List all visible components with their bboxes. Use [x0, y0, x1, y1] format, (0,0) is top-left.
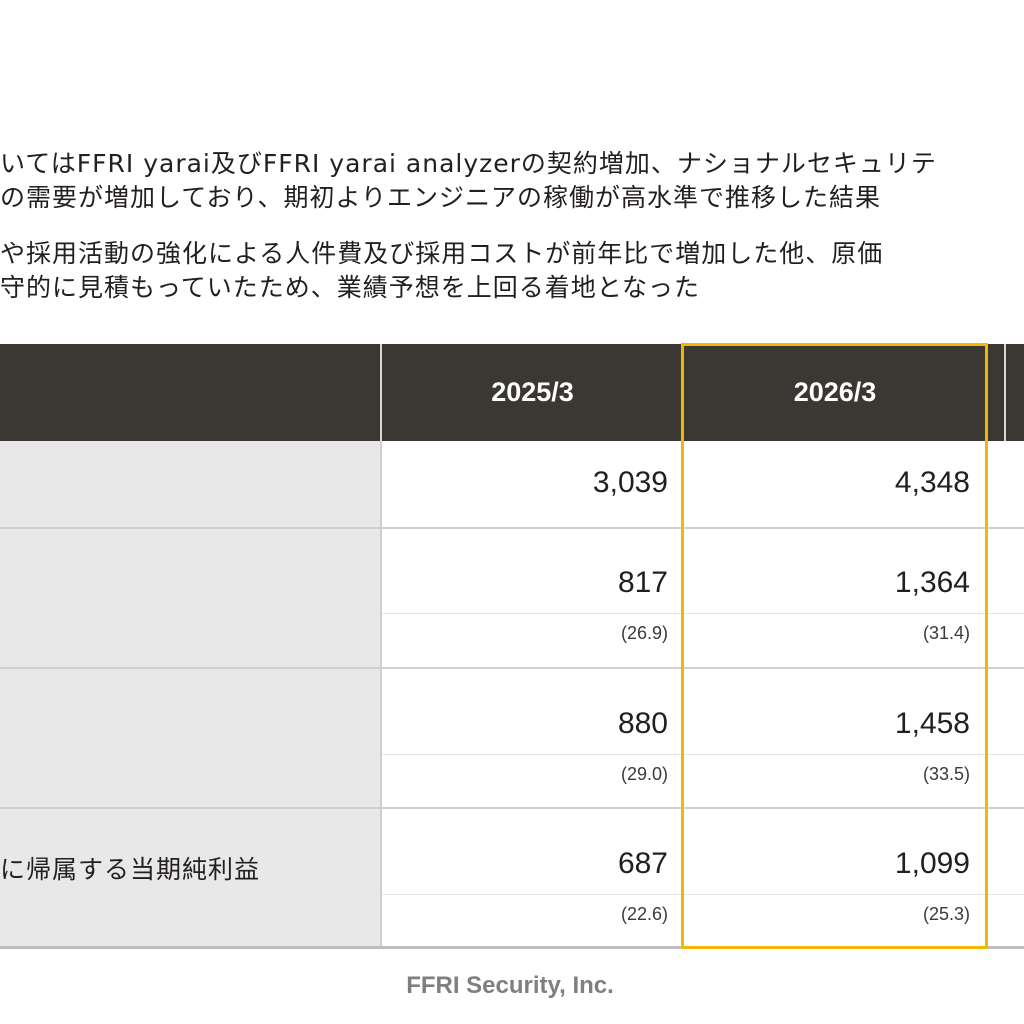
cell-2026-row-1: 4,348 — [894, 466, 970, 499]
ratio-2025-row-2: (26.9) — [620, 623, 668, 643]
column-header-2026: 2026/3 — [793, 377, 877, 407]
table-header-row: 2025/3 2026/3 — [0, 344, 1024, 441]
row-divider — [0, 667, 1024, 669]
row-subdivider — [382, 613, 1024, 614]
column-header-2025: 2025/3 — [491, 377, 574, 407]
column-separator — [380, 441, 382, 946]
intro-paragraph-1-line-2: の需要が増加しており、期初よりエンジニアの稼働が高水準で推移した結果 — [0, 183, 882, 212]
intro-paragraph-1-line-1: いてはFFRI yarai及びFFRI yarai analyzerの契約増加、… — [0, 149, 937, 178]
cell-2025-row-2: 817 — [617, 566, 668, 599]
header-divider — [1004, 344, 1006, 441]
header-divider — [380, 344, 382, 441]
cell-2025-row-1: 3,039 — [592, 466, 668, 499]
ratio-2026-row-4: (25.3) — [922, 904, 970, 924]
cell-2026-row-2: 1,364 — [894, 566, 970, 599]
table-bottom-border — [0, 946, 1024, 949]
row-label-column — [0, 441, 380, 946]
intro-paragraph-2-line-1: や採用活動の強化による人件費及び採用コストが前年比で増加した他、原価 — [0, 239, 884, 268]
row-subdivider — [382, 754, 1024, 755]
row-divider — [0, 527, 1024, 529]
ratio-2026-row-3: (33.5) — [922, 764, 970, 784]
intro-paragraph-2-line-2: 守的に見積もっていたため、業績予想を上回る着地となった — [0, 273, 701, 302]
company-footer: FFRI Security, Inc. — [406, 972, 614, 999]
cell-2026-row-3: 1,458 — [894, 707, 970, 740]
cell-2025-row-4: 687 — [617, 847, 668, 880]
intro-paragraph-1: いてはFFRI yarai及びFFRI yarai analyzerの契約増加、… — [0, 147, 937, 215]
ratio-2025-row-3: (29.0) — [620, 764, 668, 784]
ratio-2025-row-4: (22.6) — [620, 904, 668, 924]
cell-2025-row-3: 880 — [617, 707, 668, 740]
row-label-net-income: に帰属する当期純利益 — [0, 855, 261, 884]
row-divider — [0, 807, 1024, 809]
intro-paragraph-2: や採用活動の強化による人件費及び採用コストが前年比で増加した他、原価 守的に見積… — [0, 237, 883, 305]
cell-2026-row-4: 1,099 — [894, 847, 970, 880]
row-subdivider — [382, 894, 1024, 895]
ratio-2026-row-2: (31.4) — [922, 623, 970, 643]
